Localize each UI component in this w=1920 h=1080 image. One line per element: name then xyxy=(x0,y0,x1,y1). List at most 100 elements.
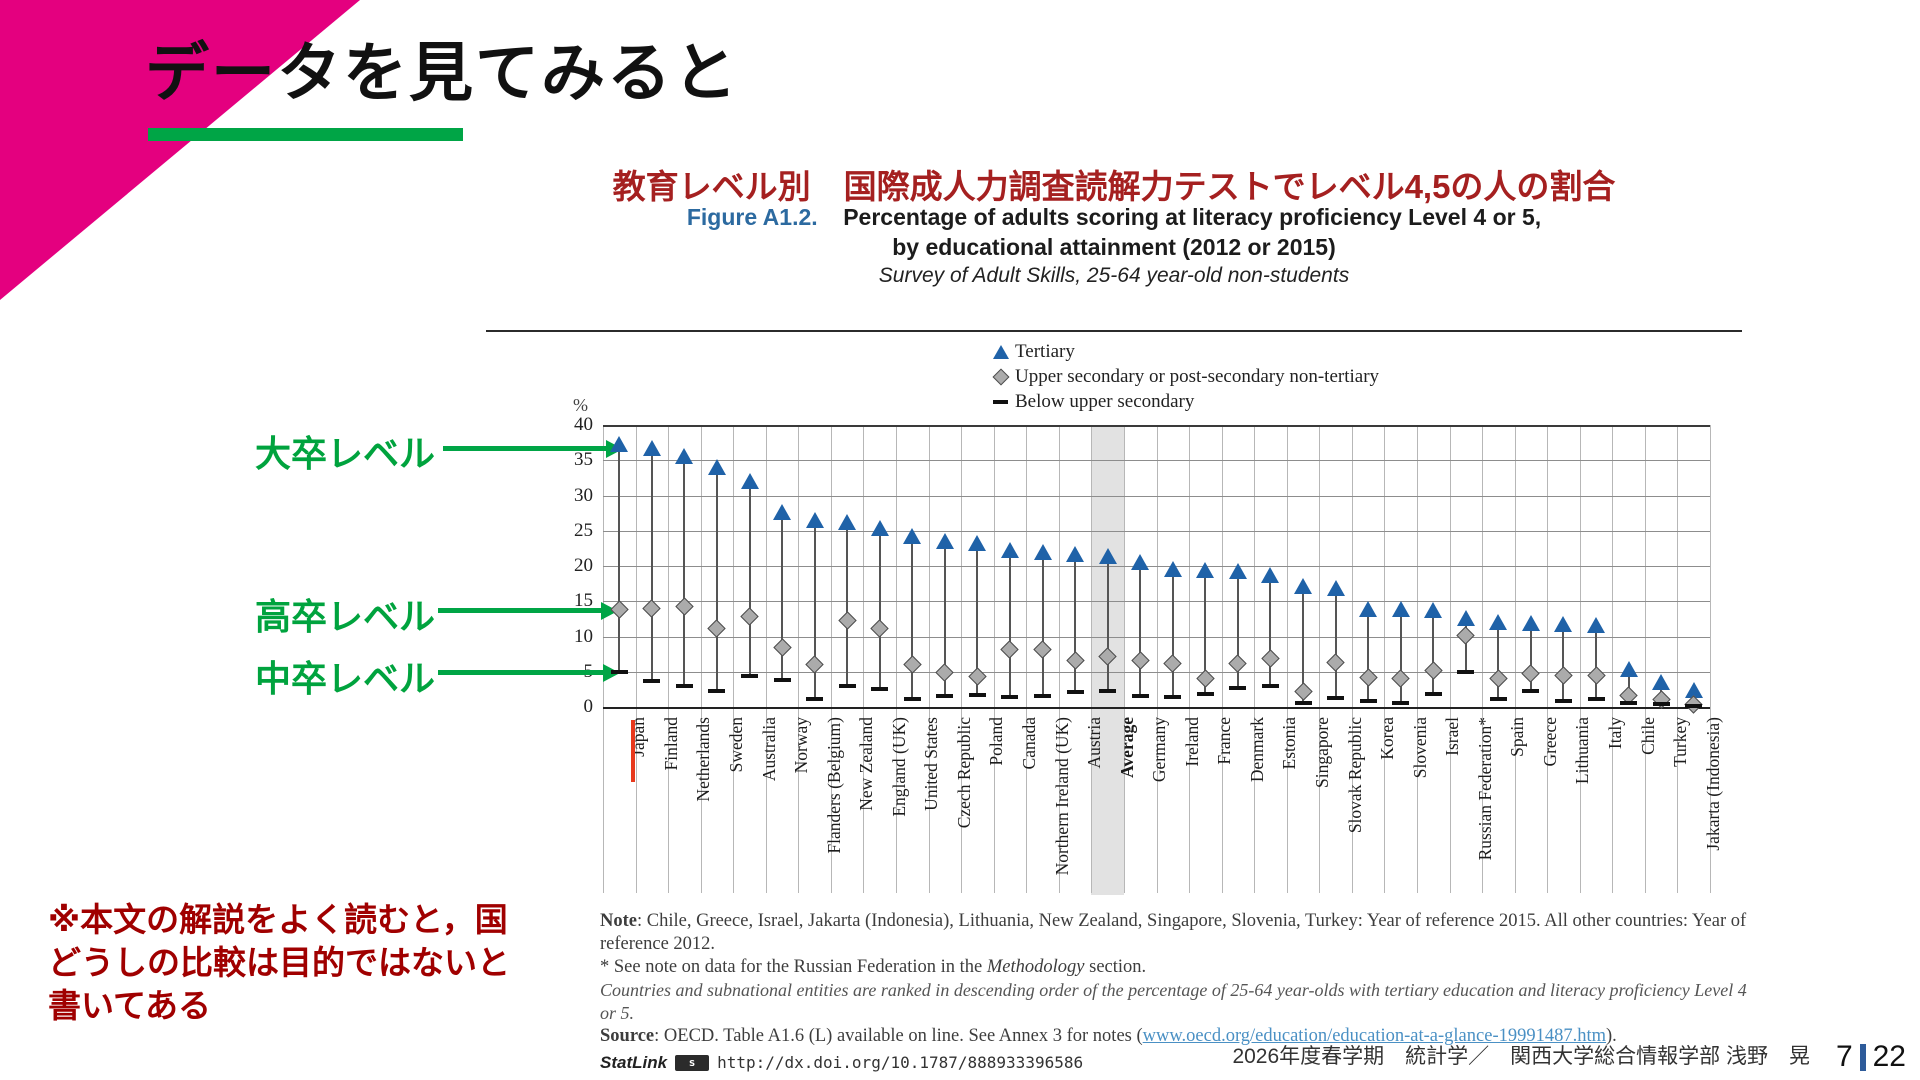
upper-secondary-marker xyxy=(1586,666,1606,685)
legend-label: Upper secondary or post-secondary non-te… xyxy=(1015,365,1380,387)
tertiary-marker xyxy=(1131,553,1150,570)
tertiary-marker xyxy=(1033,543,1052,560)
y-tick-label: 35 xyxy=(574,449,593,471)
upper-secondary-marker xyxy=(870,619,889,638)
below-secondary-marker xyxy=(773,678,791,683)
below-secondary-marker xyxy=(1522,688,1540,693)
legend-item-upper-secondary: Upper secondary or post-secondary non-te… xyxy=(992,364,1380,389)
figure-title-line1: Figure A1.2. Percentage of adults scorin… xyxy=(486,204,1742,231)
range-stem xyxy=(1302,586,1304,704)
source-link[interactable]: www.oecd.org/education/education-at-a-gl… xyxy=(1142,1026,1607,1046)
below-secondary-marker xyxy=(1196,692,1214,697)
column-gridline xyxy=(1449,425,1451,893)
below-secondary-marker xyxy=(1685,704,1703,709)
tertiary-marker xyxy=(1326,579,1345,596)
y-tick-label: 15 xyxy=(574,590,593,612)
y-gridline xyxy=(603,425,1710,427)
annotation-below-secondary-level: 中卒レベル xyxy=(254,658,435,699)
statlink-url: http://dx.doi.org/10.1787/888933396586 xyxy=(717,1053,1084,1072)
upper-secondary-marker xyxy=(707,619,727,638)
column-gridline xyxy=(1351,425,1353,893)
y-gridline xyxy=(603,566,1710,567)
tertiary-marker xyxy=(1619,660,1638,677)
tertiary-marker xyxy=(642,439,661,456)
tertiary-marker xyxy=(838,513,857,530)
column-gridline xyxy=(830,425,832,893)
range-stem xyxy=(1529,623,1532,691)
below-secondary-marker xyxy=(643,678,661,683)
x-axis-label: Italy xyxy=(1605,717,1626,750)
slide-title: データを見てみると xyxy=(145,37,739,109)
legend-item-tertiary: Tertiary xyxy=(993,339,1379,364)
tertiary-marker xyxy=(1228,562,1247,579)
chart-title-japanese: 教育レベル別 国際成人力調査読解力テストでレベル4,5の人の割合 xyxy=(612,168,1616,205)
figure-subtitle: Survey of Adult Skills, 25-64 year-old n… xyxy=(878,264,1350,287)
below-secondary-marker xyxy=(1489,696,1507,701)
below-secondary-marker xyxy=(741,673,758,678)
tertiary-marker xyxy=(740,473,759,490)
title-underline xyxy=(148,128,463,141)
note-line: Note: Chile, Greece, Israel, Jakarta (In… xyxy=(600,911,1747,954)
figure-number-label: Figure A1.2. xyxy=(686,204,818,230)
range-stem xyxy=(1367,609,1370,701)
tertiary-marker xyxy=(1098,548,1117,565)
tertiary-marker xyxy=(1261,567,1280,584)
upper-secondary-marker xyxy=(1065,651,1085,670)
range-stem xyxy=(683,456,686,686)
upper-secondary-marker xyxy=(1163,654,1182,674)
diamond-marker-icon xyxy=(992,368,1015,385)
y-gridline xyxy=(603,495,1710,497)
below-secondary-marker xyxy=(675,683,693,688)
tertiary-marker xyxy=(1000,542,1019,559)
side-note-line: ※本文の解説をよく読むと，国 xyxy=(48,901,508,938)
column-gridline xyxy=(1612,425,1614,893)
upper-secondary-marker xyxy=(1521,663,1541,683)
x-axis-label: Jakarta (Indonesia) xyxy=(1702,717,1723,851)
page-total: 22 xyxy=(1872,1040,1906,1073)
triangle-marker-icon xyxy=(993,344,1015,359)
annotation-upper-secondary-level: 高卒レベル xyxy=(254,596,435,637)
below-secondary-marker xyxy=(1066,690,1084,695)
tertiary-marker xyxy=(1456,610,1475,627)
upper-secondary-marker xyxy=(1000,639,1020,659)
range-stem xyxy=(943,540,946,696)
column-gridline xyxy=(863,425,865,893)
y-gridline xyxy=(603,530,1710,532)
column-gridline xyxy=(1189,425,1191,893)
y-gridline xyxy=(603,671,1710,673)
side-note-line: 書いてある xyxy=(48,987,212,1024)
below-secondary-marker xyxy=(1620,700,1638,705)
upper-secondary-marker xyxy=(1293,682,1313,701)
column-gridline xyxy=(1482,425,1484,893)
range-stem xyxy=(1041,551,1044,696)
tertiary-marker xyxy=(1424,601,1443,618)
range-stem xyxy=(813,520,816,700)
column-gridline xyxy=(961,425,963,893)
below-secondary-marker xyxy=(1359,698,1377,703)
tertiary-marker xyxy=(1163,560,1182,577)
side-note-line: どうしの比較は目的ではないと xyxy=(48,944,510,981)
range-stem xyxy=(618,444,621,673)
tertiary-marker xyxy=(935,532,954,549)
upper-secondary-marker xyxy=(1261,649,1280,668)
below-secondary-marker xyxy=(1034,693,1052,698)
y-tick-label: 20 xyxy=(574,555,593,576)
column-gridline xyxy=(765,425,767,893)
below-secondary-marker xyxy=(1099,688,1117,693)
column-gridline xyxy=(603,425,604,893)
upper-secondary-marker xyxy=(935,663,955,682)
range-stem xyxy=(1595,624,1598,699)
column-gridline xyxy=(668,425,670,893)
column-gridline xyxy=(1547,425,1549,893)
legend-label: Below upper secondary xyxy=(1015,390,1195,412)
column-gridline xyxy=(1156,425,1158,893)
below-secondary-marker xyxy=(1392,700,1410,705)
page-current: 7 xyxy=(1835,1040,1853,1073)
upper-secondary-marker xyxy=(1554,666,1573,686)
range-stem xyxy=(846,521,849,686)
y-gridline xyxy=(603,636,1710,638)
upper-secondary-marker xyxy=(1424,661,1443,680)
column-gridline xyxy=(1384,425,1386,893)
source-line: Source: OECD. Table A1.6 (L) available o… xyxy=(600,1026,1617,1046)
